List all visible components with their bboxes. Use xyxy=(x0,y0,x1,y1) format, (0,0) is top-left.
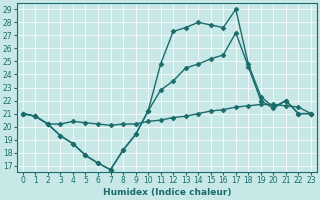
X-axis label: Humidex (Indice chaleur): Humidex (Indice chaleur) xyxy=(103,188,231,197)
